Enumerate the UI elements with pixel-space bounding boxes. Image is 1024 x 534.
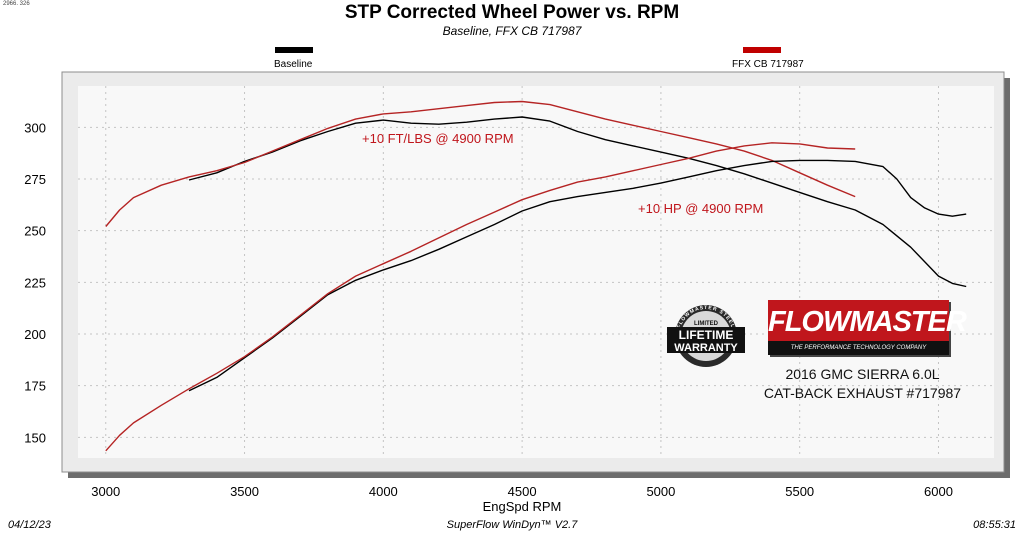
flowmaster-logo: FLOWMASTER THE PERFORMANCE TECHNOLOGY CO…: [768, 300, 967, 355]
y-tick-label: 225: [24, 275, 46, 290]
x-tick-label: 5500: [785, 484, 814, 499]
x-tick-label: 4500: [508, 484, 537, 499]
annotation-torque-gain: +10 FT/LBS @ 4900 RPM: [362, 131, 514, 146]
corner-code: 2966. 326: [3, 1, 30, 7]
plot-area: [78, 86, 994, 458]
grid-lines: [78, 86, 994, 458]
legend-label-baseline: Baseline: [274, 59, 313, 70]
legend-label-ffx: FFX CB 717987: [732, 59, 804, 70]
logo-name: FLOWMASTER: [768, 306, 967, 338]
series-line-torque-ffx: [105, 100, 856, 227]
series-line-horsepower-ffx: [105, 142, 856, 452]
vehicle-line1: 2016 GMC SIERRA 6.0L: [785, 366, 940, 382]
series-lines: [105, 100, 967, 452]
badge-limited: LIMITED: [694, 321, 719, 327]
y-tick-label: 150: [24, 430, 46, 445]
y-tick-label: 275: [24, 172, 46, 187]
footer-software: SuperFlow WinDyn™ V2.7: [446, 519, 578, 531]
y-tick-label: 300: [24, 120, 46, 135]
legend-swatch-baseline: [275, 47, 313, 53]
x-tick-label: 6000: [924, 484, 953, 499]
tick-labels: 150 175 200 225 250 275 300 3000 3500 4000 4500 500…: [24, 120, 953, 499]
y-tick-label: 200: [24, 327, 46, 342]
x-axis-label: EngSpd RPM: [483, 499, 562, 514]
legend-swatch-ffx: [743, 47, 781, 53]
x-tick-label: 5000: [646, 484, 675, 499]
y-tick-label: 250: [24, 224, 46, 239]
x-tick-label: 3500: [230, 484, 259, 499]
chart-title: STP Corrected Wheel Power vs. RPM: [344, 2, 680, 23]
footer-date: 04/12/23: [8, 519, 51, 531]
badge-line1: LIFETIME: [679, 328, 734, 342]
y-tick-label: 175: [24, 379, 46, 394]
logo-tagline: THE PERFORMANCE TECHNOLOGY COMPANY: [768, 341, 949, 355]
lifetime-warranty-badge-icon: FLOWMASTER STEEL LIMITED LIFETIME WARRAN…: [667, 305, 745, 367]
x-tick-label: 4000: [369, 484, 398, 499]
footer-time: 08:55:31: [973, 519, 1016, 531]
vehicle-line2: CAT-BACK EXHAUST #717987: [763, 385, 962, 401]
series-line-torque-baseline: [188, 116, 967, 288]
annotation-hp-gain: +10 HP @ 4900 RPM: [638, 201, 763, 216]
x-tick-label: 3000: [91, 484, 120, 499]
chart-subtitle: Baseline, FFX CB 717987: [442, 24, 582, 38]
series-line-horsepower-baseline: [188, 159, 967, 392]
badge-line2: WARRANTY: [674, 342, 738, 354]
